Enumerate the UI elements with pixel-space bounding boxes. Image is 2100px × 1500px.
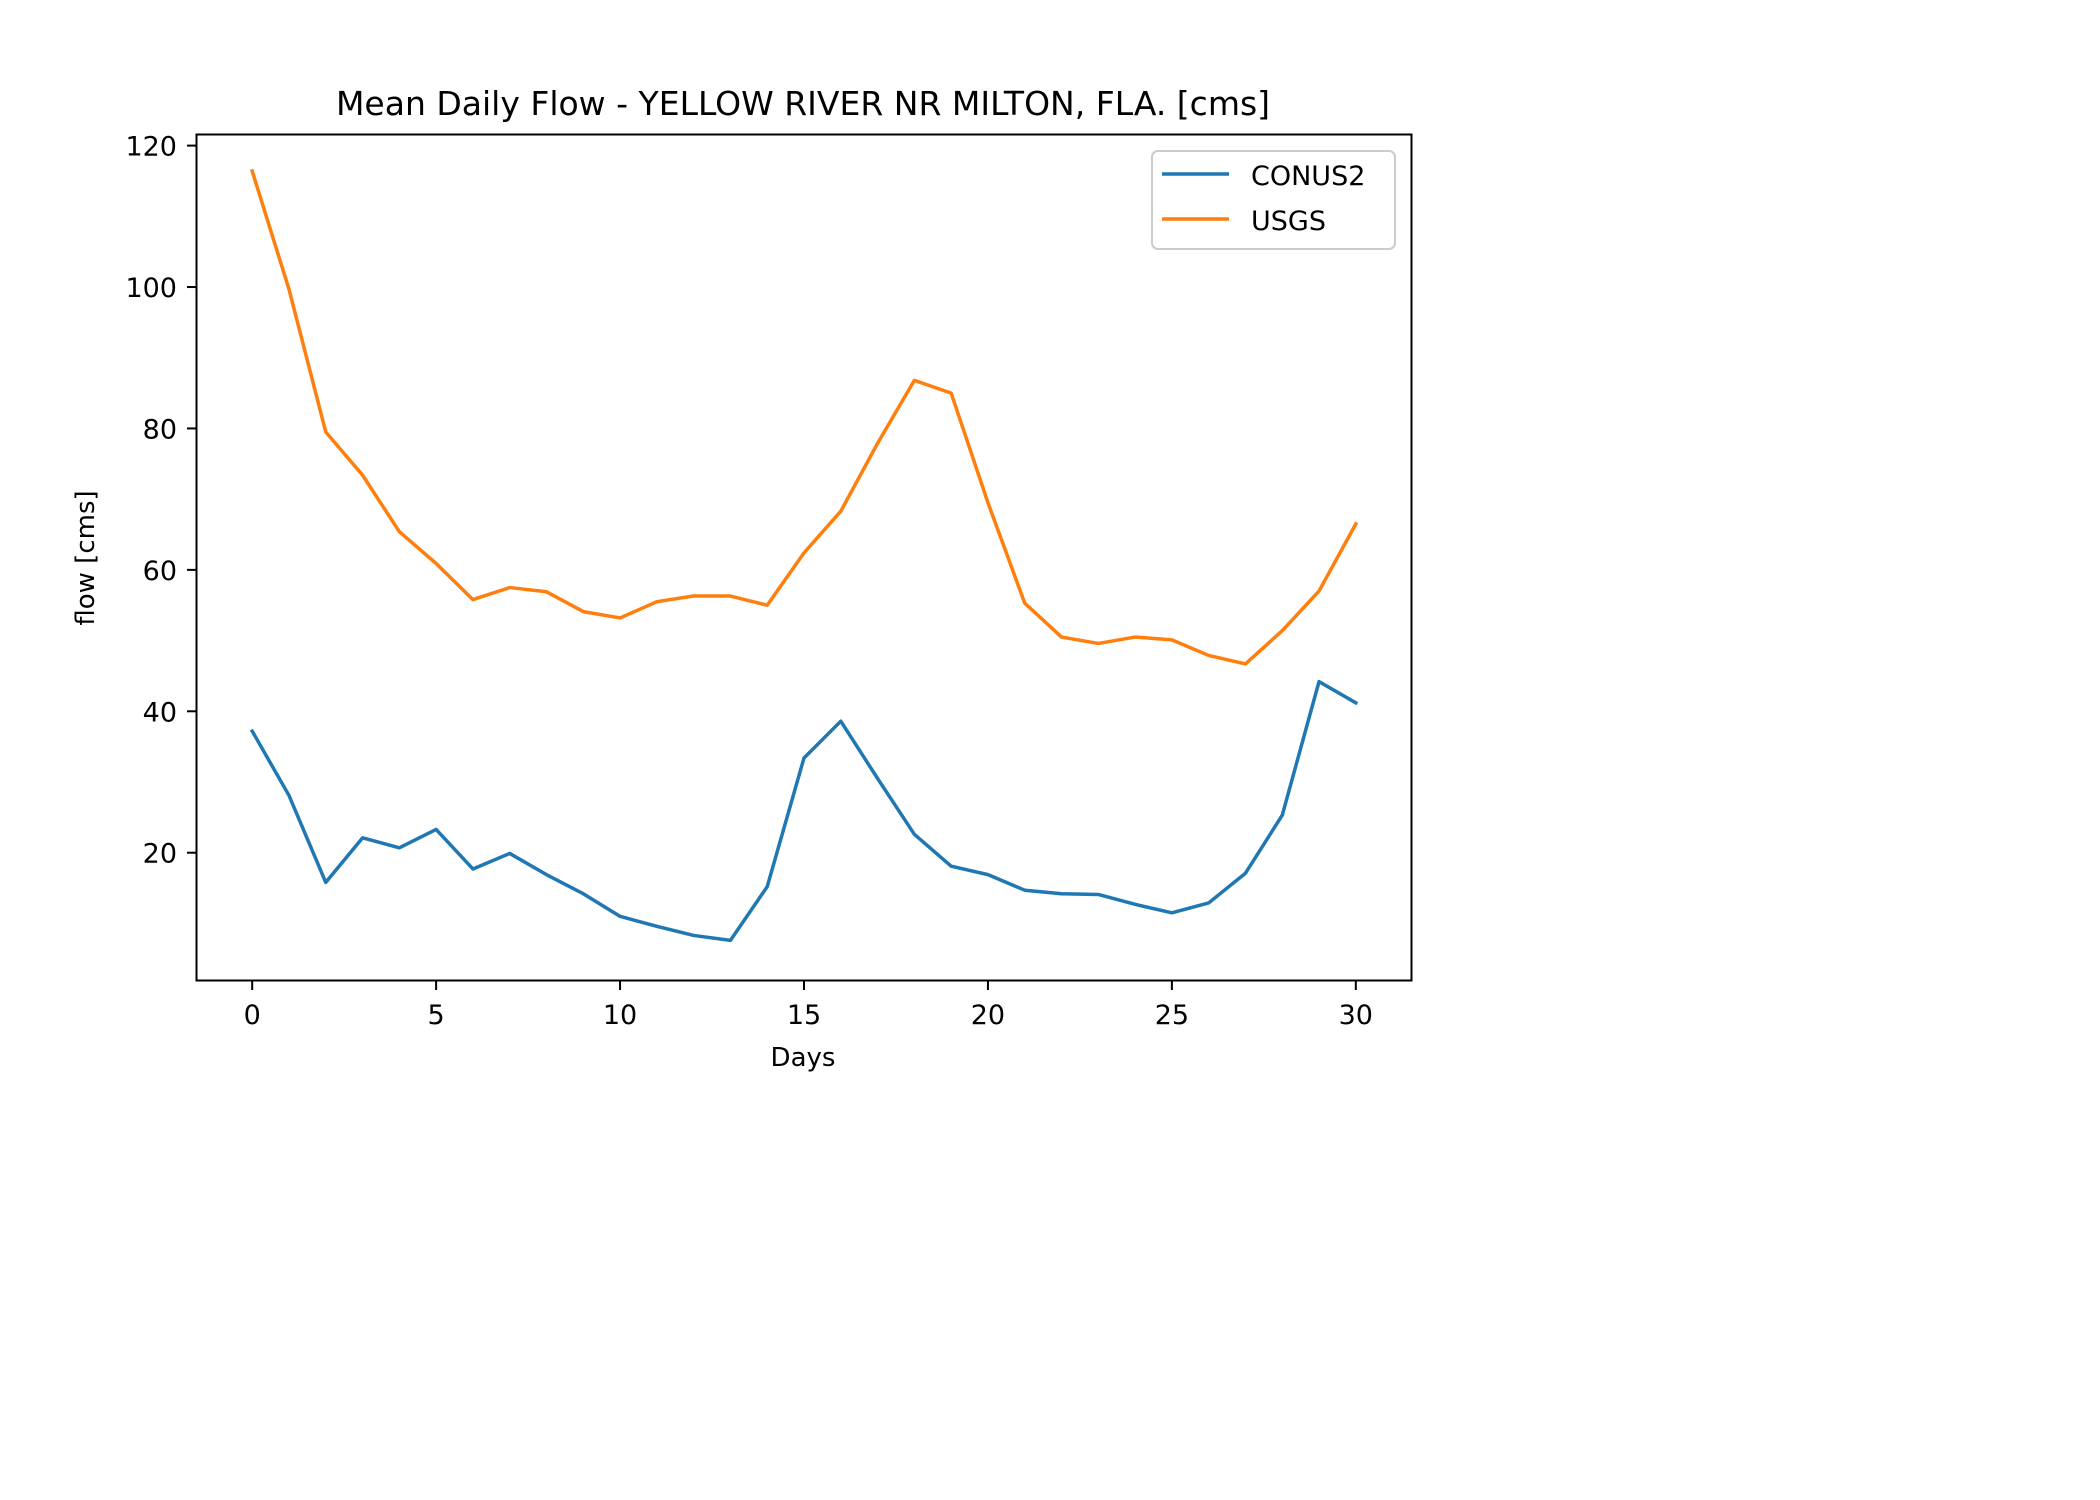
y-axis-label: flow [cms]: [71, 490, 101, 625]
x-tick-label: 30: [1339, 1000, 1373, 1031]
x-tick-label: 0: [244, 1000, 261, 1031]
y-tick-label: 20: [143, 839, 177, 870]
plot-frame: [195, 133, 1413, 982]
x-tick-label: 10: [603, 1000, 637, 1031]
x-tick-label: 20: [971, 1000, 1005, 1031]
y-tick-label: 120: [125, 132, 177, 163]
x-tick-label: 15: [787, 1000, 821, 1031]
chart-container: Mean Daily Flow - YELLOW RIVER NR MILTON…: [71, 84, 1413, 1073]
x-tick-label: 25: [1155, 1000, 1189, 1031]
chart-title: Mean Daily Flow - YELLOW RIVER NR MILTON…: [336, 84, 1270, 123]
line-chart: Mean Daily Flow - YELLOW RIVER NR MILTON…: [71, 84, 1413, 1073]
x-axis-label: Days: [771, 1043, 836, 1073]
legend-label-usgs: USGS: [1251, 206, 1326, 237]
y-tick-label: 60: [143, 556, 177, 587]
series-line-usgs: [249, 168, 1359, 666]
y-tick-label: 100: [125, 273, 177, 304]
y-tick-label: 40: [143, 697, 177, 728]
series-line-conus2: [249, 679, 1359, 943]
legend-label-conus2: CONUS2: [1251, 161, 1365, 192]
legend: CONUS2 USGS: [1151, 150, 1396, 250]
x-tick-label: 5: [428, 1000, 445, 1031]
y-tick-label: 80: [143, 414, 177, 445]
